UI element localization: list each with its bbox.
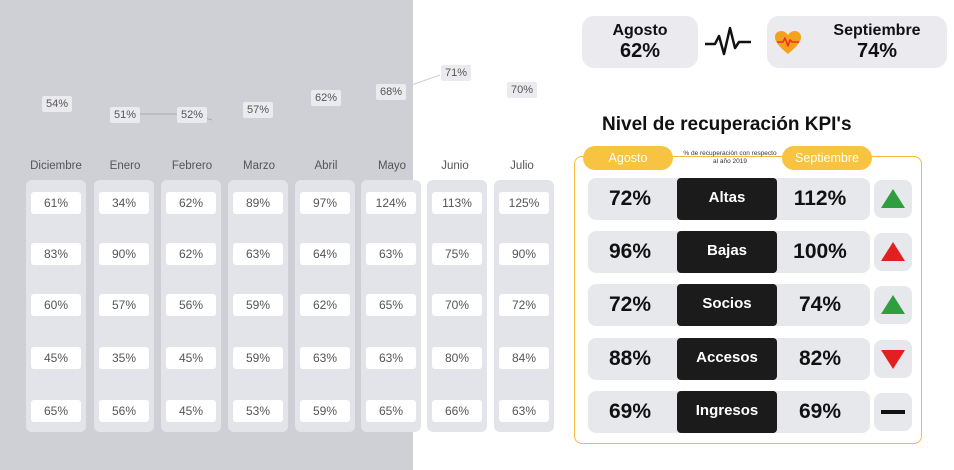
month-cell: 75% <box>432 243 482 265</box>
month-cell: 56% <box>99 400 149 422</box>
month-header-abril: Abril <box>314 160 338 172</box>
month-cell: 45% <box>166 400 216 422</box>
month-header-junio: Junio <box>441 160 469 172</box>
kpi-name: Accesos <box>677 338 777 380</box>
month-column: 89% 63% 59% 59% 53% <box>228 180 288 432</box>
month-cell: 64% <box>300 243 350 265</box>
summary-septiembre: Septiembre 74% <box>767 16 947 68</box>
month-column: 97% 64% 62% 63% 59% <box>295 180 355 432</box>
trend-point: 54% <box>42 96 73 112</box>
month-cell: 59% <box>233 347 283 369</box>
arrow-down-icon <box>874 340 912 378</box>
kpi-frame <box>574 156 922 444</box>
kpi-note: % de recuperación con respecto al año 20… <box>683 150 777 165</box>
trend-point: 70% <box>507 82 538 98</box>
month-column: 113% 75% 70% 80% 66% <box>427 180 487 432</box>
month-header-febrero: Febrero <box>171 160 213 172</box>
trend-point: 71% <box>441 65 472 81</box>
arrow-up-icon <box>874 286 912 324</box>
heart-pulse-icon <box>775 31 801 54</box>
month-cell: 53% <box>233 400 283 422</box>
summary-agosto-label: Agosto <box>612 22 668 39</box>
trend-point: 52% <box>177 107 208 123</box>
month-cell: 90% <box>99 243 149 265</box>
month-cell: 65% <box>366 400 416 422</box>
month-cell: 63% <box>233 243 283 265</box>
month-cell: 45% <box>31 347 81 369</box>
month-cell: 62% <box>300 294 350 316</box>
month-cell: 63% <box>499 400 549 422</box>
trend-connector <box>140 74 441 121</box>
month-header-enero: Enero <box>109 160 141 172</box>
arrow-up-icon <box>874 233 912 271</box>
month-cell: 83% <box>31 243 81 265</box>
kpi-agosto-value: 96% <box>608 240 652 263</box>
month-cell: 35% <box>99 347 149 369</box>
month-cell: 70% <box>432 294 482 316</box>
flat-dash-icon <box>874 393 912 431</box>
kpi-agosto-value: 72% <box>608 293 652 316</box>
kpi-name: Altas <box>677 178 777 220</box>
month-cell: 63% <box>366 243 416 265</box>
month-cell: 80% <box>432 347 482 369</box>
month-cell: 56% <box>166 294 216 316</box>
month-cell: 124% <box>366 192 416 214</box>
month-cell: 72% <box>499 294 549 316</box>
month-cell: 113% <box>432 192 482 214</box>
kpi-septiembre-value: 69% <box>798 400 842 423</box>
kpi-septiembre-value: 112% <box>793 187 847 210</box>
trend-point: 57% <box>243 102 274 118</box>
month-cell: 63% <box>366 347 416 369</box>
heartbeat-line-icon <box>705 26 751 56</box>
kpi-name: Socios <box>677 284 777 326</box>
month-cell: 65% <box>366 294 416 316</box>
month-cell: 90% <box>499 243 549 265</box>
month-cell: 59% <box>300 400 350 422</box>
month-header-marzo: Marzo <box>243 160 275 172</box>
month-column: 34% 90% 57% 35% 56% <box>94 180 154 432</box>
kpi-name: Ingresos <box>677 391 777 433</box>
month-cell: 45% <box>166 347 216 369</box>
trend-point: 62% <box>311 90 342 106</box>
arrow-up-icon <box>874 180 912 218</box>
month-cell: 63% <box>300 347 350 369</box>
kpi-agosto-value: 69% <box>608 400 652 423</box>
kpi-col-septiembre: Septiembre <box>782 146 872 170</box>
kpi-agosto-value: 72% <box>608 187 652 210</box>
month-column: 124% 63% 65% 63% 65% <box>361 180 421 432</box>
kpi-septiembre-value: 100% <box>793 240 847 263</box>
kpi-septiembre-value: 82% <box>798 347 842 370</box>
month-header-diciembre: Diciembre <box>30 160 82 172</box>
month-cell: 62% <box>166 243 216 265</box>
month-cell: 61% <box>31 192 81 214</box>
kpi-name: Bajas <box>677 231 777 273</box>
kpi-title: Nivel de recuperación KPI's <box>602 114 852 135</box>
month-cell: 34% <box>99 192 149 214</box>
summary-septiembre-label: Septiembre <box>833 22 921 39</box>
month-cell: 125% <box>499 192 549 214</box>
summary-agosto-value: 62% <box>619 40 661 62</box>
month-cell: 89% <box>233 192 283 214</box>
month-column: 62% 62% 56% 45% 45% <box>161 180 221 432</box>
month-cell: 97% <box>300 192 350 214</box>
month-column: 125% 90% 72% 84% 63% <box>494 180 554 432</box>
trend-point: 68% <box>376 84 407 100</box>
trend-point: 51% <box>110 107 141 123</box>
month-cell: 62% <box>166 192 216 214</box>
month-cell: 65% <box>31 400 81 422</box>
month-cell: 84% <box>499 347 549 369</box>
month-column: 61% 83% 60% 45% 65% <box>26 180 86 432</box>
month-cell: 66% <box>432 400 482 422</box>
kpi-septiembre-value: 74% <box>798 293 842 316</box>
kpi-agosto-value: 88% <box>608 347 652 370</box>
kpi-col-agosto: Agosto <box>583 146 673 170</box>
month-cell: 59% <box>233 294 283 316</box>
summary-agosto: Agosto 62% <box>582 16 698 68</box>
summary-septiembre-value: 74% <box>856 40 898 62</box>
month-header-julio: Julio <box>510 160 534 172</box>
month-cell: 57% <box>99 294 149 316</box>
month-cell: 60% <box>31 294 81 316</box>
month-header-mayo: Mayo <box>377 160 407 172</box>
